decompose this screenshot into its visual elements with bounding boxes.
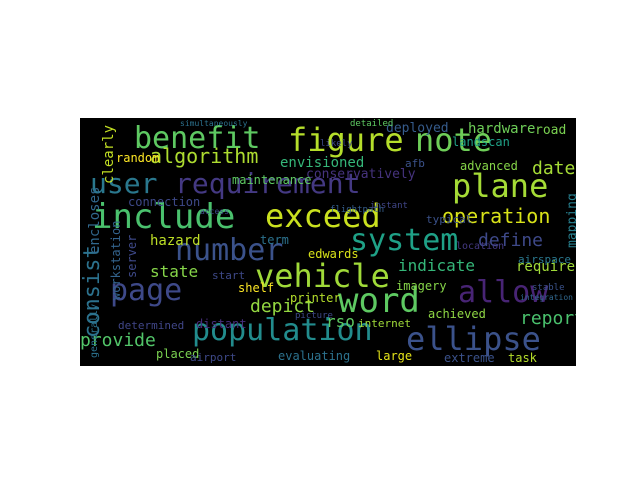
cloud-word-note: note <box>415 121 493 159</box>
cloud-word-exceed: exceed <box>265 197 381 235</box>
cloud-word-word: word <box>338 281 420 321</box>
cloud-word-depict: depict <box>250 296 316 317</box>
cloud-word-figure: figure <box>288 121 404 159</box>
cloud-word-achieved: achieved <box>428 307 486 321</box>
cloud-word-provide: provide <box>80 330 156 351</box>
cloud-word-server: server <box>125 234 139 278</box>
cloud-word-plane: plane <box>452 167 549 205</box>
cloud-word-generally: generally <box>89 303 100 358</box>
cloud-word-define: define <box>478 230 544 251</box>
cloud-word-term: term <box>260 233 289 247</box>
cloud-word-printer: printer <box>290 291 341 305</box>
cloud-word-include: include <box>92 197 236 237</box>
cloud-word-encloses: encloses <box>87 186 103 254</box>
cloud-word-edwards: edwards <box>308 247 359 261</box>
cloud-word-picture: picture <box>295 311 333 321</box>
cloud-word-maintenance: maintenance <box>232 173 312 187</box>
cloud-word-large: large <box>376 349 413 363</box>
cloud-word-airport: airport <box>190 351 237 364</box>
cloud-word-location: location <box>456 241 505 252</box>
cloud-word-internet: internet <box>358 317 411 330</box>
cloud-word-rso: rso <box>326 312 355 331</box>
cloud-word-integration: integration <box>520 293 573 302</box>
cloud-word-population: population <box>192 313 373 348</box>
word-cloud: benefit figure note user requirement plane inc… <box>80 118 576 366</box>
cloud-word-road: road <box>535 123 567 138</box>
cloud-word-hardware: hardware <box>468 121 536 137</box>
cloud-word-distant: distant <box>196 317 247 331</box>
cloud-word-ellipse: ellipse <box>406 320 541 358</box>
cloud-word-envisioned: envisioned <box>280 155 365 171</box>
cloud-word-clearly: clearly <box>101 124 117 184</box>
cloud-word-state: state <box>150 262 199 281</box>
cloud-word-determined: determined <box>118 319 185 332</box>
cloud-word-user: user <box>90 167 158 200</box>
cloud-word-workstation: workstation <box>109 220 123 300</box>
cloud-word-simultaneously: simultaneously <box>180 119 248 128</box>
cloud-word-random: random <box>116 151 160 165</box>
cloud-word-advanced: advanced <box>460 159 518 173</box>
cloud-word-conservatively: conservatively <box>306 167 416 182</box>
cloud-word-report: report <box>520 308 576 329</box>
cloud-word-date: date <box>532 158 576 179</box>
cloud-word-benefit: benefit <box>134 121 261 156</box>
cloud-word-start: start <box>212 269 246 282</box>
cloud-word-deployed: deployed <box>386 121 449 136</box>
cloud-word-require: require <box>516 259 576 275</box>
cloud-word-requirement: requirement <box>175 167 361 200</box>
cloud-word-imagery: imagery <box>396 279 447 293</box>
cloud-word-airspace: airspace <box>518 253 571 266</box>
cloud-word-placed: placed <box>156 347 200 361</box>
cloud-word-stable: stable <box>532 283 565 293</box>
cloud-word-task: task <box>508 351 537 365</box>
cloud-word-evaluating: evaluating <box>278 349 351 363</box>
cloud-word-page: page <box>110 273 183 308</box>
cloud-word-shelf: shelf <box>238 281 275 295</box>
cloud-word-likely: likely <box>320 139 353 149</box>
cloud-word-instant: instant <box>370 201 408 211</box>
cloud-word-connection: connection <box>128 195 201 209</box>
cloud-word-system: system <box>350 223 459 258</box>
cloud-word-algorithm: algorithm <box>150 144 259 168</box>
cloud-word-access: access <box>200 207 229 216</box>
cloud-word-extreme: extreme <box>444 351 495 365</box>
cloud-word-mapping: mapping <box>565 193 576 248</box>
cloud-word-number: number <box>175 233 284 268</box>
cloud-word-hazard: hazard <box>150 233 201 249</box>
cloud-word-indicate: indicate <box>398 256 476 275</box>
cloud-word-flightpath: flightpath <box>330 205 385 215</box>
cloud-word-vehicle: vehicle <box>255 257 390 295</box>
cloud-word-detailed: detailed <box>350 119 394 129</box>
cloud-word-afb: afb <box>405 157 425 170</box>
cloud-word-operation: operation <box>442 204 551 228</box>
cloud-word-landscan: landscan <box>452 135 510 149</box>
cloud-word-allow: allow <box>458 275 549 310</box>
cloud-word-typical: typical <box>426 213 473 226</box>
